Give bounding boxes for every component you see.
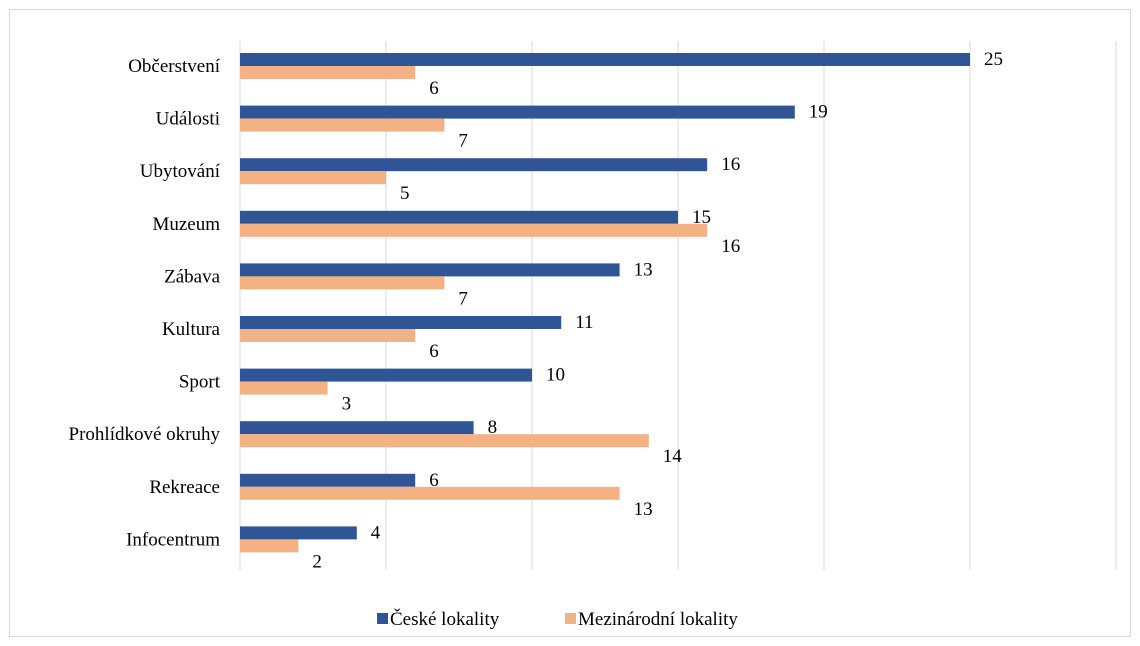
legend-label-mezinarodni-lokality: Mezinárodní lokality	[578, 609, 738, 630]
bar-mezinarodni-lokality-zabava	[240, 276, 445, 290]
data-label-mezinarodni-lokality-zabava: 7	[458, 288, 468, 309]
bar-ceske-lokality-kultura	[240, 316, 562, 329]
category-label-zabava: Zábava	[164, 266, 220, 287]
bar-mezinarodni-lokality-udalosti	[240, 118, 445, 132]
bar-mezinarodni-lokality-muzeum	[240, 223, 708, 237]
legend-swatch-ceske-lokality	[377, 613, 388, 624]
data-label-mezinarodni-lokality-rekreace: 13	[634, 499, 653, 520]
category-label-infocentrum: Infocentrum	[126, 529, 220, 550]
category-labels: Občerstvení Události Ubytování Muzeum Zábava…	[69, 56, 221, 550]
bar-ceske-lokality-zabava	[240, 263, 620, 277]
bar-mezinarodni-lokality-infocentrum	[240, 539, 299, 553]
category-label-rekreace: Rekreace	[149, 477, 220, 498]
category-label-ubytovani: Ubytování	[140, 161, 221, 182]
bar-ceske-lokality-ubytovani	[240, 158, 708, 172]
legend: České lokality Mezinárodní lokality	[377, 608, 738, 630]
bar-mezinarodni-lokality-rekreace	[240, 486, 620, 500]
bar-mezinarodni-lokality-ubytovani	[240, 171, 386, 185]
legend-label-ceske-lokality: České lokality	[390, 608, 500, 630]
bar-ceske-lokality-udalosti	[240, 105, 795, 119]
data-label-mezinarodni-lokality-obcerstveni: 6	[429, 78, 439, 99]
data-label-ceske-lokality-obcerstveni: 25	[984, 49, 1003, 70]
data-label-mezinarodni-lokality-udalosti: 7	[458, 131, 468, 152]
data-label-ceske-lokality-ubytovani: 16	[721, 154, 740, 175]
legend-swatch-mezinarodni-lokality	[565, 613, 576, 624]
data-label-ceske-lokality-sport: 10	[546, 365, 565, 386]
data-label-ceske-lokality-kultura: 11	[575, 312, 593, 333]
data-label-ceske-lokality-muzeum: 15	[692, 207, 711, 228]
bar-ceske-lokality-obcerstveni	[240, 53, 970, 66]
data-label-mezinarodni-lokality-muzeum: 16	[721, 236, 740, 257]
bar-ceske-lokality-prohlidkove-okruhy	[240, 421, 474, 435]
bar-mezinarodni-lokality-prohlidkove-okruhy	[240, 434, 649, 448]
data-label-ceske-lokality-rekreace: 6	[429, 470, 439, 491]
data-label-mezinarodni-lokality-infocentrum: 2	[312, 551, 322, 572]
category-label-prohlidkove-okruhy: Prohlídkové okruhy	[69, 424, 221, 445]
data-label-mezinarodni-lokality-ubytovani: 5	[400, 183, 410, 204]
category-label-muzeum: Muzeum	[152, 214, 220, 235]
data-label-mezinarodni-lokality-kultura: 6	[429, 341, 439, 362]
category-label-sport: Sport	[179, 372, 221, 393]
data-label-ceske-lokality-udalosti: 19	[809, 102, 828, 123]
data-label-mezinarodni-lokality-sport: 3	[342, 394, 352, 415]
category-label-obcerstveni: Občerstvení	[128, 56, 221, 77]
bar-mezinarodni-lokality-kultura	[240, 329, 416, 342]
bar-ceske-lokality-infocentrum	[240, 526, 357, 540]
data-label-ceske-lokality-zabava: 13	[634, 259, 653, 280]
data-label-ceske-lokality-prohlidkove-okruhy: 8	[488, 417, 498, 438]
bar-mezinarodni-lokality-obcerstveni	[240, 66, 416, 79]
bars	[240, 53, 970, 553]
bar-ceske-lokality-rekreace	[240, 473, 416, 487]
bar-ceske-lokality-muzeum	[240, 210, 678, 224]
data-labels: 25 6 19 7 16 5 15 16 13 7 11 6 10 3 8 14 6 13 4 2	[312, 49, 1003, 572]
category-label-kultura: Kultura	[162, 319, 221, 340]
data-label-mezinarodni-lokality-prohlidkove-okruhy: 14	[663, 446, 683, 467]
data-label-ceske-lokality-infocentrum: 4	[371, 522, 381, 543]
bar-mezinarodni-lokality-sport	[240, 381, 328, 395]
category-label-udalosti: Události	[156, 109, 220, 130]
bar-chart: Občerstvení Události Ubytování Muzeum Zábava…	[69, 41, 1117, 630]
bar-ceske-lokality-sport	[240, 368, 532, 382]
chart-frame: Občerstvení Události Ubytování Muzeum Zábava…	[9, 9, 1131, 637]
